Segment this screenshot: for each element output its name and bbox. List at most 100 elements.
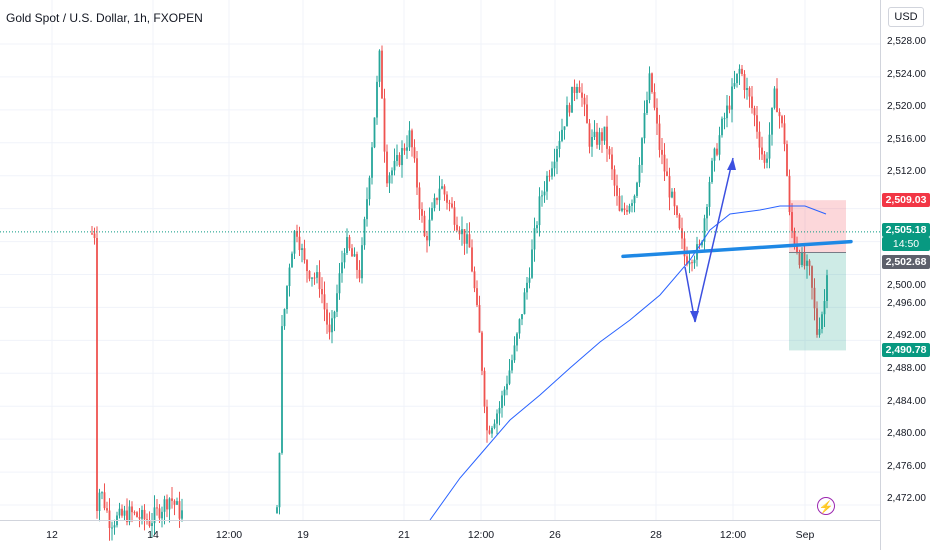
candle-body bbox=[556, 148, 558, 162]
price-label: 2,488.00 bbox=[887, 363, 926, 374]
candle-body bbox=[536, 225, 538, 229]
candle-body bbox=[666, 171, 668, 177]
price-label: 2,512.00 bbox=[887, 166, 926, 177]
candle-body bbox=[513, 345, 516, 361]
time-label: 12:00 bbox=[719, 529, 747, 541]
candle-body bbox=[521, 314, 523, 320]
candle-body bbox=[101, 492, 103, 494]
candle-body bbox=[301, 248, 303, 251]
candle-body bbox=[506, 383, 508, 390]
candle-body bbox=[338, 273, 341, 294]
candle-body bbox=[783, 123, 786, 145]
countdown-tag: 14:50 bbox=[882, 237, 930, 251]
candle-body bbox=[526, 282, 528, 293]
symbol-title[interactable]: Gold Spot / U.S. Dollar, 1h, FXOPEN bbox=[6, 11, 203, 25]
candle-body bbox=[398, 155, 401, 166]
candle-body bbox=[498, 407, 501, 414]
lightning-icon[interactable]: ⚡ bbox=[817, 497, 835, 515]
candle-body bbox=[706, 206, 708, 219]
candle-body bbox=[653, 92, 656, 108]
candle-body bbox=[411, 130, 413, 148]
candle-body bbox=[546, 175, 548, 192]
candle-body bbox=[106, 508, 108, 511]
time-label: 21 bbox=[398, 529, 410, 541]
candle-body bbox=[723, 118, 726, 120]
candle-body bbox=[346, 237, 348, 253]
candle-body bbox=[141, 509, 143, 519]
candle-body bbox=[816, 308, 818, 335]
candle-body bbox=[388, 175, 391, 184]
candle-body bbox=[758, 131, 761, 148]
candle-body bbox=[808, 260, 811, 267]
candle-body bbox=[433, 198, 436, 209]
candle-body bbox=[668, 176, 671, 198]
candle-body bbox=[381, 50, 383, 99]
currency-selector[interactable]: USD bbox=[880, 0, 932, 34]
price-label: 2,520.00 bbox=[887, 101, 926, 112]
candle-body bbox=[721, 118, 723, 136]
candle-body bbox=[276, 507, 278, 514]
candle-body bbox=[416, 158, 418, 188]
candle-body bbox=[443, 186, 446, 195]
candle-body bbox=[356, 254, 358, 270]
candle-body bbox=[638, 164, 641, 183]
candle-body bbox=[771, 107, 773, 135]
candle-body bbox=[296, 231, 298, 237]
candle-body bbox=[826, 275, 828, 302]
candle-body bbox=[331, 318, 333, 333]
candle-body bbox=[686, 256, 688, 265]
candle-body bbox=[568, 105, 571, 113]
candle-body bbox=[781, 116, 783, 124]
candle-body bbox=[573, 86, 576, 93]
candle-body bbox=[818, 329, 821, 335]
candle-body bbox=[343, 252, 346, 263]
price-label: 2,472.00 bbox=[887, 493, 926, 504]
time-label: 12 bbox=[46, 529, 58, 541]
candle-body bbox=[476, 288, 478, 306]
price-label: 2,476.00 bbox=[887, 461, 926, 472]
candle-body bbox=[413, 147, 416, 159]
candle-body bbox=[803, 252, 806, 266]
candle-body bbox=[371, 147, 373, 178]
candle-body bbox=[96, 237, 98, 511]
time-label: 12:00 bbox=[467, 529, 495, 541]
candle-body bbox=[303, 248, 306, 261]
candle-body bbox=[148, 521, 151, 527]
candle-body bbox=[566, 105, 568, 127]
candle-body bbox=[333, 311, 336, 319]
candle-body bbox=[348, 237, 351, 249]
candle-body bbox=[401, 148, 403, 166]
candle-body bbox=[108, 510, 111, 528]
candle-body bbox=[598, 132, 601, 145]
candle-body bbox=[588, 123, 591, 147]
candle-body bbox=[623, 208, 626, 211]
candle-body bbox=[373, 117, 376, 148]
candle-body bbox=[323, 294, 326, 310]
candle-body bbox=[806, 260, 808, 266]
candle-body bbox=[408, 130, 411, 148]
candle-body bbox=[496, 413, 498, 424]
candle-body bbox=[741, 68, 743, 75]
candle-body bbox=[688, 262, 691, 265]
candle-body bbox=[286, 286, 288, 310]
price-label: 2,516.00 bbox=[887, 134, 926, 145]
candle-body bbox=[483, 370, 486, 407]
candle-body bbox=[353, 254, 356, 257]
candle-body bbox=[663, 154, 666, 172]
time-label: 12:00 bbox=[215, 529, 243, 541]
candle-body bbox=[133, 512, 136, 514]
candle-body bbox=[813, 287, 816, 309]
candle-body bbox=[306, 260, 308, 272]
trend-line bbox=[621, 239, 853, 259]
candle-body bbox=[756, 115, 758, 132]
candle-body bbox=[753, 108, 756, 116]
candle-body bbox=[763, 154, 766, 163]
candle-body bbox=[328, 324, 331, 333]
candle-body bbox=[618, 195, 621, 211]
candle-body bbox=[471, 247, 473, 272]
candle-body bbox=[396, 155, 398, 161]
candle-body bbox=[621, 208, 623, 211]
candle-body bbox=[593, 131, 596, 138]
candle-body bbox=[113, 525, 116, 528]
